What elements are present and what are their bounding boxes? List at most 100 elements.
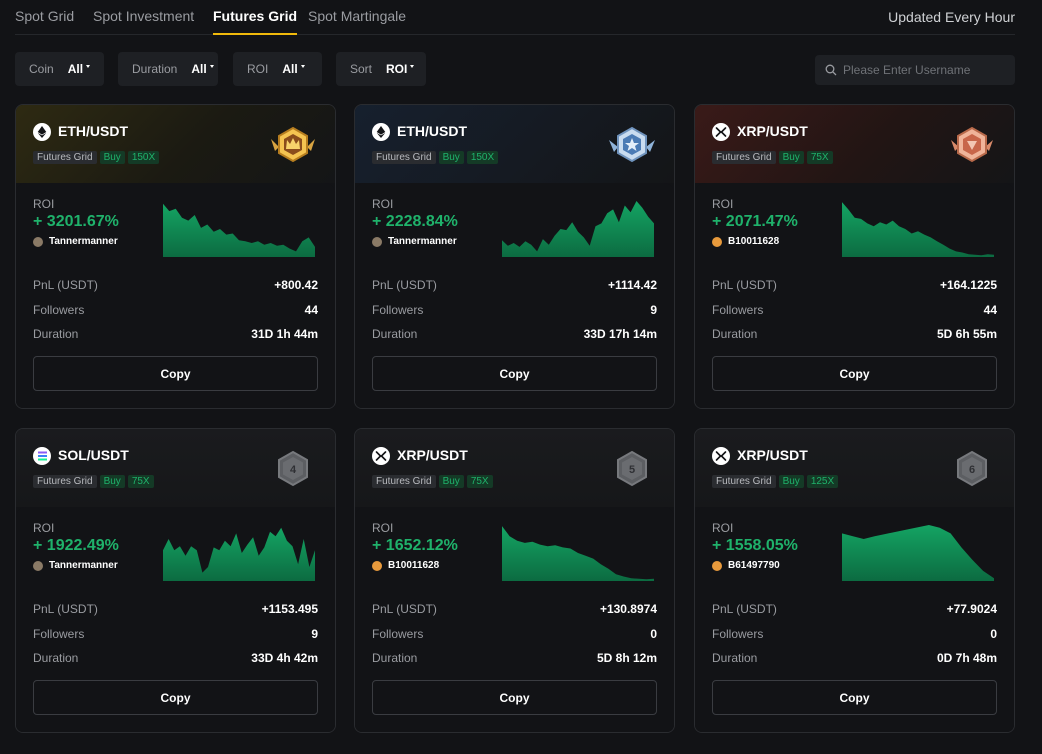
- sort-filter-label: Sort: [350, 62, 373, 76]
- avatar: [372, 560, 382, 571]
- trader-user[interactable]: Tannermanner: [33, 236, 118, 247]
- trader-user[interactable]: Tannermanner: [372, 236, 457, 247]
- duration-row: Duration 33D 17h 14m: [372, 327, 657, 343]
- eth-icon: [33, 123, 51, 141]
- trader-username: Tannermanner: [388, 236, 457, 247]
- tag-list: Futures Grid Buy 75X: [372, 475, 493, 488]
- bronze-heart-badge: [946, 125, 998, 165]
- side-tag: Buy: [778, 475, 804, 488]
- copy-button[interactable]: Copy: [372, 356, 657, 391]
- caret-down-icon: [86, 64, 91, 68]
- copy-trader-card[interactable]: ETH/USDT Futures Grid Buy 150X ROI + 3201.67%…: [15, 104, 336, 409]
- copy-trader-card[interactable]: SOL/USDT Futures Grid Buy 75X 4 ROI + 1922.49%…: [15, 428, 336, 733]
- sort-filter[interactable]: Sort ROI: [336, 52, 426, 86]
- tag-list: Futures Grid Buy 150X: [33, 151, 160, 164]
- roi-value: + 2228.84%: [372, 213, 458, 230]
- pnl-row: PnL (USDT) +800.42: [33, 278, 318, 294]
- roi-sparkline-area: [842, 202, 994, 257]
- coin-filter-value: All: [67, 62, 84, 76]
- followers-label: Followers: [372, 627, 424, 641]
- followers-value: 9: [311, 627, 318, 641]
- tab-spot-martingale[interactable]: Spot Martingale: [308, 8, 407, 24]
- duration-label: Duration: [33, 651, 79, 665]
- tab-spot-grid[interactable]: Spot Grid: [15, 8, 75, 24]
- pnl-row: PnL (USDT) +1114.42: [372, 278, 657, 294]
- followers-label: Followers: [372, 303, 424, 317]
- side-tag: Buy: [778, 151, 804, 164]
- trader-user[interactable]: B10011628: [372, 560, 439, 571]
- caret-down-icon: [209, 64, 214, 68]
- roi-sparkline: [842, 523, 994, 581]
- side-tag: Buy: [99, 151, 125, 164]
- pnl-row: PnL (USDT) +130.8974: [372, 602, 657, 618]
- card-body: ROI + 2228.84% Tannermanner PnL (USDT) +1114…: [355, 183, 674, 408]
- copy-button[interactable]: Copy: [712, 356, 997, 391]
- avatar: [33, 560, 43, 571]
- avatar: [372, 236, 382, 247]
- trader-username: B10011628: [388, 560, 440, 571]
- trading-pair: ETH/USDT: [397, 123, 467, 139]
- gold-crown-badge: [267, 125, 319, 165]
- roi-sparkline: [163, 523, 315, 581]
- followers-value: 0: [990, 627, 997, 641]
- xrp-icon: [712, 447, 730, 465]
- pnl-value: +77.9024: [946, 602, 997, 616]
- pnl-value: +1153.495: [261, 602, 318, 616]
- trader-username: Tannermanner: [49, 560, 118, 571]
- duration-label: Duration: [712, 327, 758, 341]
- roi-label: ROI: [372, 521, 394, 535]
- copy-trader-card[interactable]: XRP/USDT Futures Grid Buy 125X 6 ROI + 1558.05…: [694, 428, 1015, 733]
- side-tag: Buy: [99, 475, 125, 488]
- trader-user[interactable]: B10011628: [712, 236, 779, 247]
- copy-button[interactable]: Copy: [33, 680, 318, 715]
- followers-value: 9: [650, 303, 657, 317]
- avatar: [33, 236, 43, 247]
- card-body: ROI + 1558.05% B61497790 PnL (USDT) +77.9024…: [695, 507, 1014, 732]
- copy-button[interactable]: Copy: [372, 680, 657, 715]
- roi-filter-label: ROI: [247, 62, 269, 76]
- update-frequency-text: Updated Every Hour: [888, 9, 1015, 25]
- copy-button[interactable]: Copy: [712, 680, 997, 715]
- duration-value: 33D 4h 42m: [251, 651, 318, 665]
- trading-pair: SOL/USDT: [58, 447, 129, 463]
- strategy-type-tag: Futures Grid: [372, 475, 436, 488]
- pnl-value: +164.1225: [939, 278, 997, 292]
- caret-down-icon: [300, 64, 305, 68]
- search-input[interactable]: [843, 63, 1003, 77]
- side-tag: Buy: [438, 151, 464, 164]
- roi-sparkline: [502, 523, 654, 581]
- roi-label: ROI: [33, 521, 55, 535]
- roi-sparkline: [163, 199, 315, 257]
- trader-username: B10011628: [728, 236, 780, 247]
- rank-number: 4: [290, 464, 297, 476]
- tab-futures-grid[interactable]: Futures Grid: [213, 8, 298, 35]
- eth-icon: [372, 123, 390, 141]
- roi-sparkline-area: [842, 525, 994, 581]
- copy-button[interactable]: Copy: [33, 356, 318, 391]
- trader-user[interactable]: Tannermanner: [33, 560, 118, 571]
- pnl-label: PnL (USDT): [372, 602, 437, 616]
- strategy-type-tag: Futures Grid: [33, 151, 97, 164]
- copy-trader-card[interactable]: XRP/USDT Futures Grid Buy 75X 5 ROI + 1652.12%…: [354, 428, 675, 733]
- avatar: [712, 560, 722, 571]
- sol-icon: [33, 447, 51, 465]
- duration-filter[interactable]: Duration All: [118, 52, 218, 86]
- trader-user[interactable]: B61497790: [712, 560, 780, 571]
- pnl-row: PnL (USDT) +77.9024: [712, 602, 997, 618]
- rank-4-badge: 4: [267, 449, 319, 489]
- tag-list: Futures Grid Buy 75X: [712, 151, 833, 164]
- xrp-icon: [712, 123, 730, 141]
- copy-trader-card[interactable]: ETH/USDT Futures Grid Buy 150X ROI + 2228.84%…: [354, 104, 675, 409]
- tab-spot-investment[interactable]: Spot Investment: [93, 8, 195, 24]
- roi-filter[interactable]: ROI All: [233, 52, 322, 86]
- duration-value: 33D 17h 14m: [583, 327, 657, 341]
- rank-5-badge: 5: [606, 449, 658, 489]
- card-body: ROI + 3201.67% Tannermanner PnL (USDT) +800.…: [16, 183, 335, 408]
- sort-filter-value: ROI: [386, 62, 408, 76]
- duration-label: Duration: [372, 327, 418, 341]
- card-body: ROI + 2071.47% B10011628 PnL (USDT) +164.122…: [695, 183, 1014, 408]
- trader-username: Tannermanner: [49, 236, 118, 247]
- tag-list: Futures Grid Buy 75X: [33, 475, 154, 488]
- copy-trader-card[interactable]: XRP/USDT Futures Grid Buy 75X ROI + 2071.47% B…: [694, 104, 1015, 409]
- coin-filter[interactable]: Coin All: [15, 52, 104, 86]
